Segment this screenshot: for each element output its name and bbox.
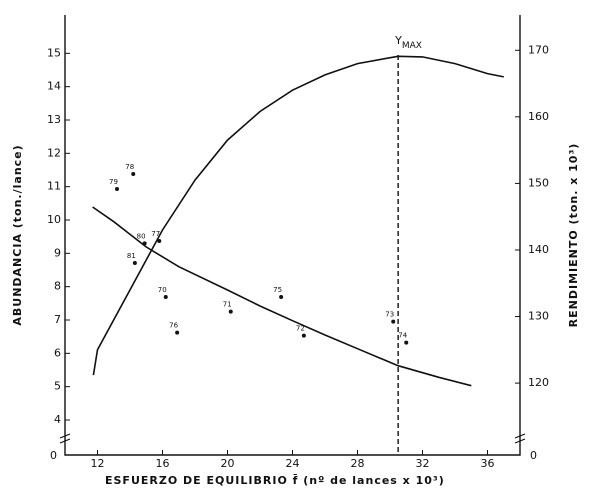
point: [279, 295, 284, 299]
ymax-sub: MAX: [402, 41, 422, 51]
x-tick-label: 24: [286, 457, 300, 470]
point-label: 78: [125, 163, 134, 171]
y2-tick-label: 160: [528, 110, 549, 123]
x-tick-label: 20: [221, 457, 235, 470]
point-label: 76: [169, 322, 178, 330]
point: [132, 261, 137, 265]
fit-curve: [92, 55, 504, 376]
point-label: 73: [385, 311, 394, 319]
point: [175, 330, 180, 335]
x-axis-label: ESFUERZO DE EQUILIBRIO f̄ (nº de lances …: [105, 474, 445, 487]
point-label: 74: [398, 332, 407, 340]
point: [391, 319, 396, 324]
point: [115, 187, 119, 191]
x-tick-label: 16: [156, 457, 170, 470]
point-label: 71: [223, 301, 232, 309]
ymax-label: YMAX: [394, 34, 422, 51]
axis-break: [59, 433, 71, 444]
x-tick-label: 28: [351, 457, 365, 470]
y-tick-label: 8: [54, 280, 61, 293]
break-label: 0: [530, 449, 537, 462]
y-tick-label: 4: [54, 413, 61, 426]
y2-tick-label: 150: [528, 176, 549, 189]
y-tick-label: 5: [54, 380, 61, 393]
axis-break: [514, 433, 526, 444]
point: [157, 239, 162, 243]
point: [163, 295, 168, 299]
y-tick-label: 9: [54, 246, 61, 259]
x-tick-label: 32: [416, 457, 430, 470]
y-tick-label: 15: [47, 46, 61, 59]
point-label: 80: [137, 232, 146, 240]
y2-tick-label: 140: [528, 243, 549, 256]
y-tick-label: 13: [47, 113, 61, 126]
axis-frame: [64, 15, 521, 456]
y-tick-label: 12: [47, 146, 61, 159]
point-label: 77: [151, 230, 160, 238]
point-label: 75: [273, 286, 282, 294]
point: [404, 340, 409, 345]
x-tick-label: 12: [91, 457, 105, 470]
y2-axis-label: RENDIMIENTO (ton. x 10³): [567, 143, 580, 328]
y2-tick-label: 120: [528, 376, 549, 389]
point-label: 72: [296, 325, 305, 333]
x-tick-label: 36: [481, 457, 495, 470]
point-label: 70: [158, 286, 167, 294]
y-tick-label: 7: [54, 313, 61, 326]
point-label: 81: [127, 252, 136, 260]
y-tick-label: 10: [47, 213, 61, 226]
break-label: 0: [50, 449, 57, 462]
ymax-text: Y: [394, 34, 402, 47]
point: [301, 333, 306, 338]
point: [131, 172, 136, 176]
point-label: 79: [109, 178, 118, 186]
fit-curve: [92, 206, 472, 387]
y-tick-label: 11: [47, 180, 61, 193]
y2-tick-label: 130: [528, 310, 549, 323]
y-axis-label: ABUNDANCIA (ton./lance): [11, 144, 24, 325]
y-tick-label: 14: [47, 80, 61, 93]
point: [228, 309, 233, 314]
y2-tick-label: 170: [528, 43, 549, 56]
y-tick-label: 6: [54, 346, 61, 359]
